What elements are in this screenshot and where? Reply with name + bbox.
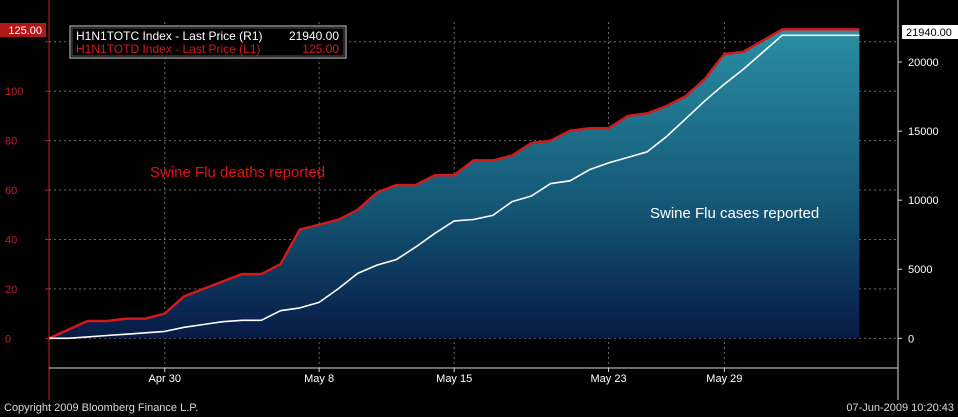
footer: Copyright 2009 Bloomberg Finance L.P. 07… xyxy=(0,400,958,417)
right-tick-label: 5000 xyxy=(908,264,932,276)
left-tick-label: 100 xyxy=(5,86,23,98)
deaths-area-fill xyxy=(49,29,860,339)
left-last-value-tag: 125.00 xyxy=(0,23,46,37)
deaths-series-line xyxy=(48,28,860,340)
left-tick-label: 80 xyxy=(5,136,17,148)
x-tick-label: May 29 xyxy=(706,373,742,385)
right-tick-label: 15000 xyxy=(908,126,939,138)
x-tick-label: May 8 xyxy=(304,373,334,385)
left-tick-label: 60 xyxy=(5,185,17,197)
right-axis: 0 5000 10000 15000 20000 xyxy=(898,57,939,345)
legend-label-deaths: H1N1TOTD Index - Last Price (L1) xyxy=(76,42,261,56)
legend-label-cases: H1N1TOTC Index - Last Price (R1) xyxy=(76,29,263,43)
x-tick-label: Apr 30 xyxy=(149,373,181,385)
right-tick-label: 10000 xyxy=(908,195,939,207)
left-axis: 0 20 40 60 80 100 xyxy=(5,41,49,345)
left-last-value-label: 125.00 xyxy=(8,25,42,37)
right-last-value-label: 21940.00 xyxy=(906,27,952,39)
x-tick-label: May 23 xyxy=(591,373,627,385)
annotation-deaths: Swine Flu deaths reported xyxy=(150,164,325,181)
legend-value-cases: 21940.00 xyxy=(289,29,339,43)
right-last-value-tag: 21940.00 xyxy=(902,25,958,39)
left-tick-label: 20 xyxy=(5,284,17,296)
cases-series-line xyxy=(49,34,860,340)
copyright-text: Copyright 2009 Bloomberg Finance L.P. xyxy=(4,402,199,414)
right-tick-label: 20000 xyxy=(908,57,939,69)
x-axis: Apr 30 May 8 May 15 May 23 May 29 xyxy=(149,368,742,385)
x-tick-label: May 15 xyxy=(436,373,472,385)
right-tick-label: 0 xyxy=(908,333,914,345)
left-tick-label: 0 xyxy=(5,333,11,345)
chart: 0 20 40 60 80 100 0 5000 10000 15000 20000 Apr 30… xyxy=(0,0,958,400)
legend: H1N1TOTC Index - Last Price (R1) 21940.0… xyxy=(69,25,347,59)
annotation-cases: Swine Flu cases reported xyxy=(650,205,819,222)
left-tick-label: 40 xyxy=(5,234,17,246)
timestamp-text: 07-Jun-2009 10:20:43 xyxy=(846,402,954,414)
legend-value-deaths: 125.00 xyxy=(302,42,339,56)
